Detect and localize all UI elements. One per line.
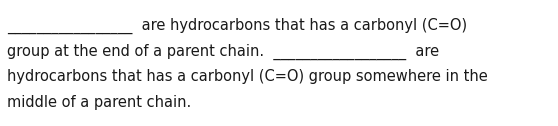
- Text: middle of a parent chain.: middle of a parent chain.: [7, 94, 191, 109]
- Text: hydrocarbons that has a carbonyl (C=O) group somewhere in the: hydrocarbons that has a carbonyl (C=O) g…: [7, 69, 488, 84]
- Text: _________________  are hydrocarbons that has a carbonyl (C=O): _________________ are hydrocarbons that …: [7, 18, 467, 34]
- Text: group at the end of a parent chain.  __________________  are: group at the end of a parent chain. ____…: [7, 43, 439, 60]
